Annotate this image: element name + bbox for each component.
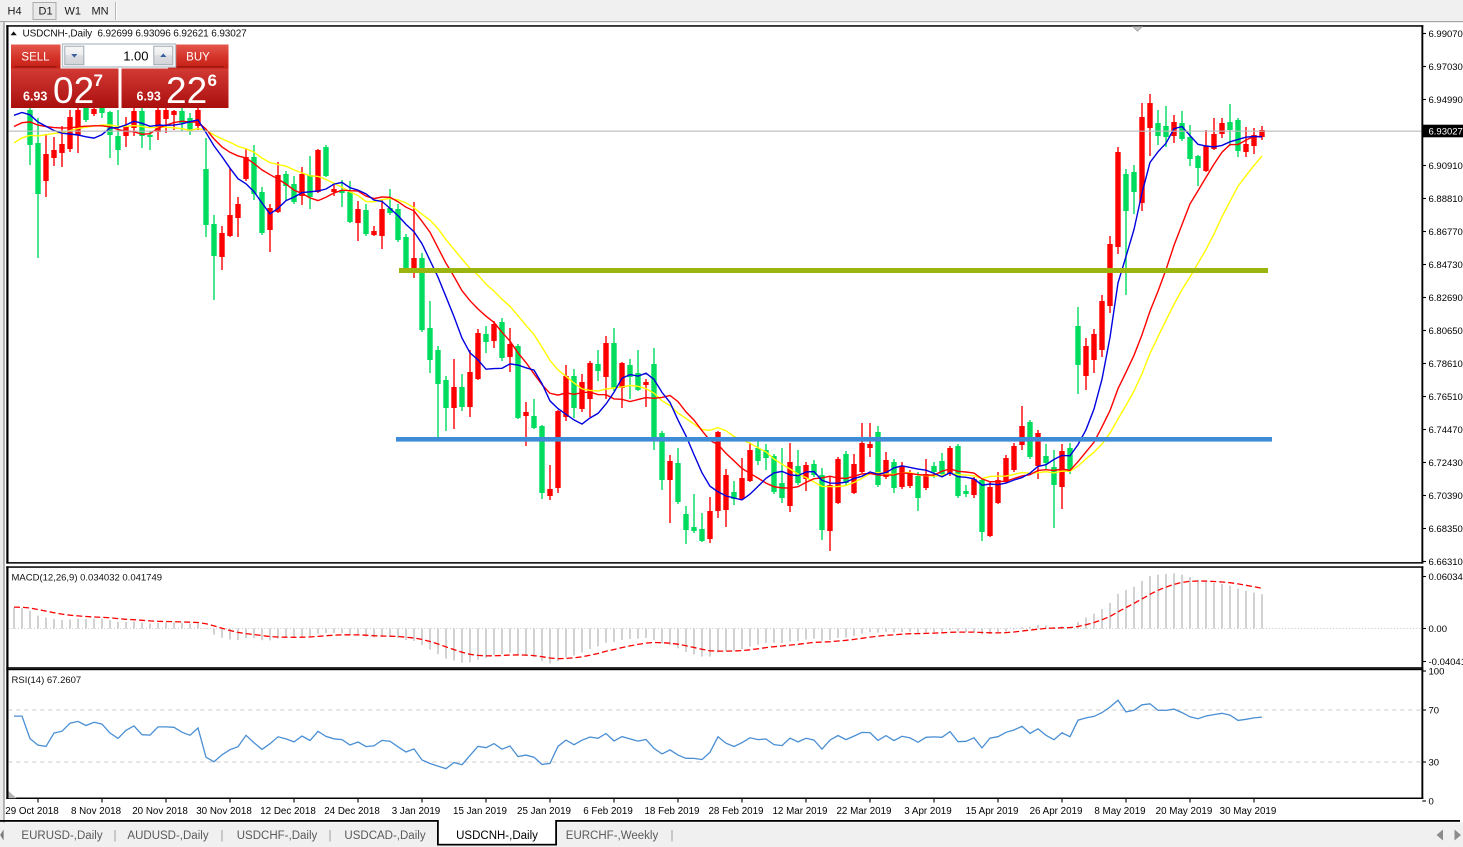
svg-text:6: 6 bbox=[208, 71, 217, 90]
svg-text:28 Feb 2019: 28 Feb 2019 bbox=[708, 806, 763, 817]
svg-text:15 Jan 2019: 15 Jan 2019 bbox=[453, 806, 507, 817]
svg-text:6.70390: 6.70390 bbox=[1429, 491, 1463, 502]
svg-text:|: | bbox=[671, 830, 674, 842]
svg-text:8 May 2019: 8 May 2019 bbox=[1094, 806, 1145, 817]
svg-text:6.74470: 6.74470 bbox=[1429, 425, 1463, 436]
svg-text:18 Feb 2019: 18 Feb 2019 bbox=[644, 806, 699, 817]
svg-text:6 Feb 2019: 6 Feb 2019 bbox=[583, 806, 633, 817]
svg-text:MACD(12,26,9) 0.034032 0.04174: MACD(12,26,9) 0.034032 0.041749 bbox=[12, 573, 163, 584]
svg-text:100: 100 bbox=[1429, 666, 1445, 677]
svg-text:6.88810: 6.88810 bbox=[1429, 194, 1463, 205]
svg-text:22: 22 bbox=[166, 70, 207, 111]
svg-text:6.76510: 6.76510 bbox=[1429, 392, 1463, 403]
svg-text:7: 7 bbox=[94, 71, 103, 90]
svg-text:02: 02 bbox=[53, 70, 94, 111]
svg-text:0.060342: 0.060342 bbox=[1429, 572, 1463, 583]
svg-text:|: | bbox=[329, 830, 332, 842]
svg-text:6.93: 6.93 bbox=[23, 90, 47, 104]
svg-text:70: 70 bbox=[1429, 705, 1440, 716]
svg-text:0.00: 0.00 bbox=[1429, 624, 1448, 635]
svg-text:3 Apr 2019: 3 Apr 2019 bbox=[904, 806, 951, 817]
svg-text:6.93: 6.93 bbox=[137, 90, 161, 104]
svg-text:6.78610: 6.78610 bbox=[1429, 359, 1463, 370]
svg-text:12 Mar 2019: 12 Mar 2019 bbox=[772, 806, 827, 817]
svg-text:0: 0 bbox=[1429, 796, 1434, 807]
svg-text:USDCAD-,Daily: USDCAD-,Daily bbox=[344, 830, 425, 842]
svg-text:RSI(14) 67.2607: RSI(14) 67.2607 bbox=[12, 675, 82, 686]
svg-text:6.99070: 6.99070 bbox=[1429, 29, 1463, 40]
svg-text:29 Oct 2018: 29 Oct 2018 bbox=[5, 806, 59, 817]
svg-text:AUDUSD-,Daily: AUDUSD-,Daily bbox=[127, 830, 208, 842]
svg-text:24 Dec 2018: 24 Dec 2018 bbox=[324, 806, 380, 817]
svg-text:EURUSD-,Daily: EURUSD-,Daily bbox=[21, 830, 102, 842]
svg-text:USDCNH-,Daily 6.92699 6.93096: USDCNH-,Daily 6.92699 6.93096 6.92621 6.… bbox=[23, 29, 248, 40]
svg-text:6.86770: 6.86770 bbox=[1429, 227, 1463, 238]
svg-text:25 Jan 2019: 25 Jan 2019 bbox=[517, 806, 571, 817]
svg-text:6.72430: 6.72430 bbox=[1429, 458, 1463, 469]
svg-text:H4: H4 bbox=[8, 6, 22, 18]
svg-text:30 May 2019: 30 May 2019 bbox=[1220, 806, 1277, 817]
svg-text:6.82690: 6.82690 bbox=[1429, 293, 1463, 304]
svg-text:6.93027: 6.93027 bbox=[1429, 126, 1463, 137]
svg-text:6.90910: 6.90910 bbox=[1429, 161, 1463, 172]
svg-text:D1: D1 bbox=[39, 6, 53, 18]
svg-text:W1: W1 bbox=[65, 6, 82, 18]
svg-text:1.00: 1.00 bbox=[123, 48, 148, 63]
svg-text:6.66310: 6.66310 bbox=[1429, 557, 1463, 568]
svg-text:EURCHF-,Weekly: EURCHF-,Weekly bbox=[566, 830, 659, 842]
svg-text:MN: MN bbox=[92, 6, 109, 18]
svg-text:-0.040415: -0.040415 bbox=[1429, 657, 1463, 668]
svg-text:USDCNH-,Daily: USDCNH-,Daily bbox=[456, 830, 538, 842]
svg-text:26 Apr 2019: 26 Apr 2019 bbox=[1030, 806, 1083, 817]
svg-text:20 May 2019: 20 May 2019 bbox=[1156, 806, 1213, 817]
svg-text:3 Jan 2019: 3 Jan 2019 bbox=[392, 806, 440, 817]
svg-text:6.84730: 6.84730 bbox=[1429, 260, 1463, 271]
svg-text:6.80650: 6.80650 bbox=[1429, 326, 1463, 337]
svg-text:SELL: SELL bbox=[21, 52, 50, 64]
svg-text:BUY: BUY bbox=[186, 52, 210, 64]
svg-text:USDCHF-,Daily: USDCHF-,Daily bbox=[237, 830, 318, 842]
svg-text:|: | bbox=[221, 830, 224, 842]
svg-text:12 Dec 2018: 12 Dec 2018 bbox=[260, 806, 316, 817]
svg-text:30 Nov 2018: 30 Nov 2018 bbox=[196, 806, 252, 817]
svg-text:6.68350: 6.68350 bbox=[1429, 524, 1463, 535]
svg-text:8 Nov 2018: 8 Nov 2018 bbox=[71, 806, 122, 817]
svg-text:6.97030: 6.97030 bbox=[1429, 62, 1463, 73]
svg-text:|: | bbox=[114, 830, 117, 842]
svg-text:30: 30 bbox=[1429, 757, 1440, 768]
svg-text:15 Apr 2019: 15 Apr 2019 bbox=[966, 806, 1019, 817]
svg-text:6.94990: 6.94990 bbox=[1429, 95, 1463, 106]
svg-text:22 Mar 2019: 22 Mar 2019 bbox=[836, 806, 891, 817]
svg-text:20 Nov 2018: 20 Nov 2018 bbox=[132, 806, 188, 817]
